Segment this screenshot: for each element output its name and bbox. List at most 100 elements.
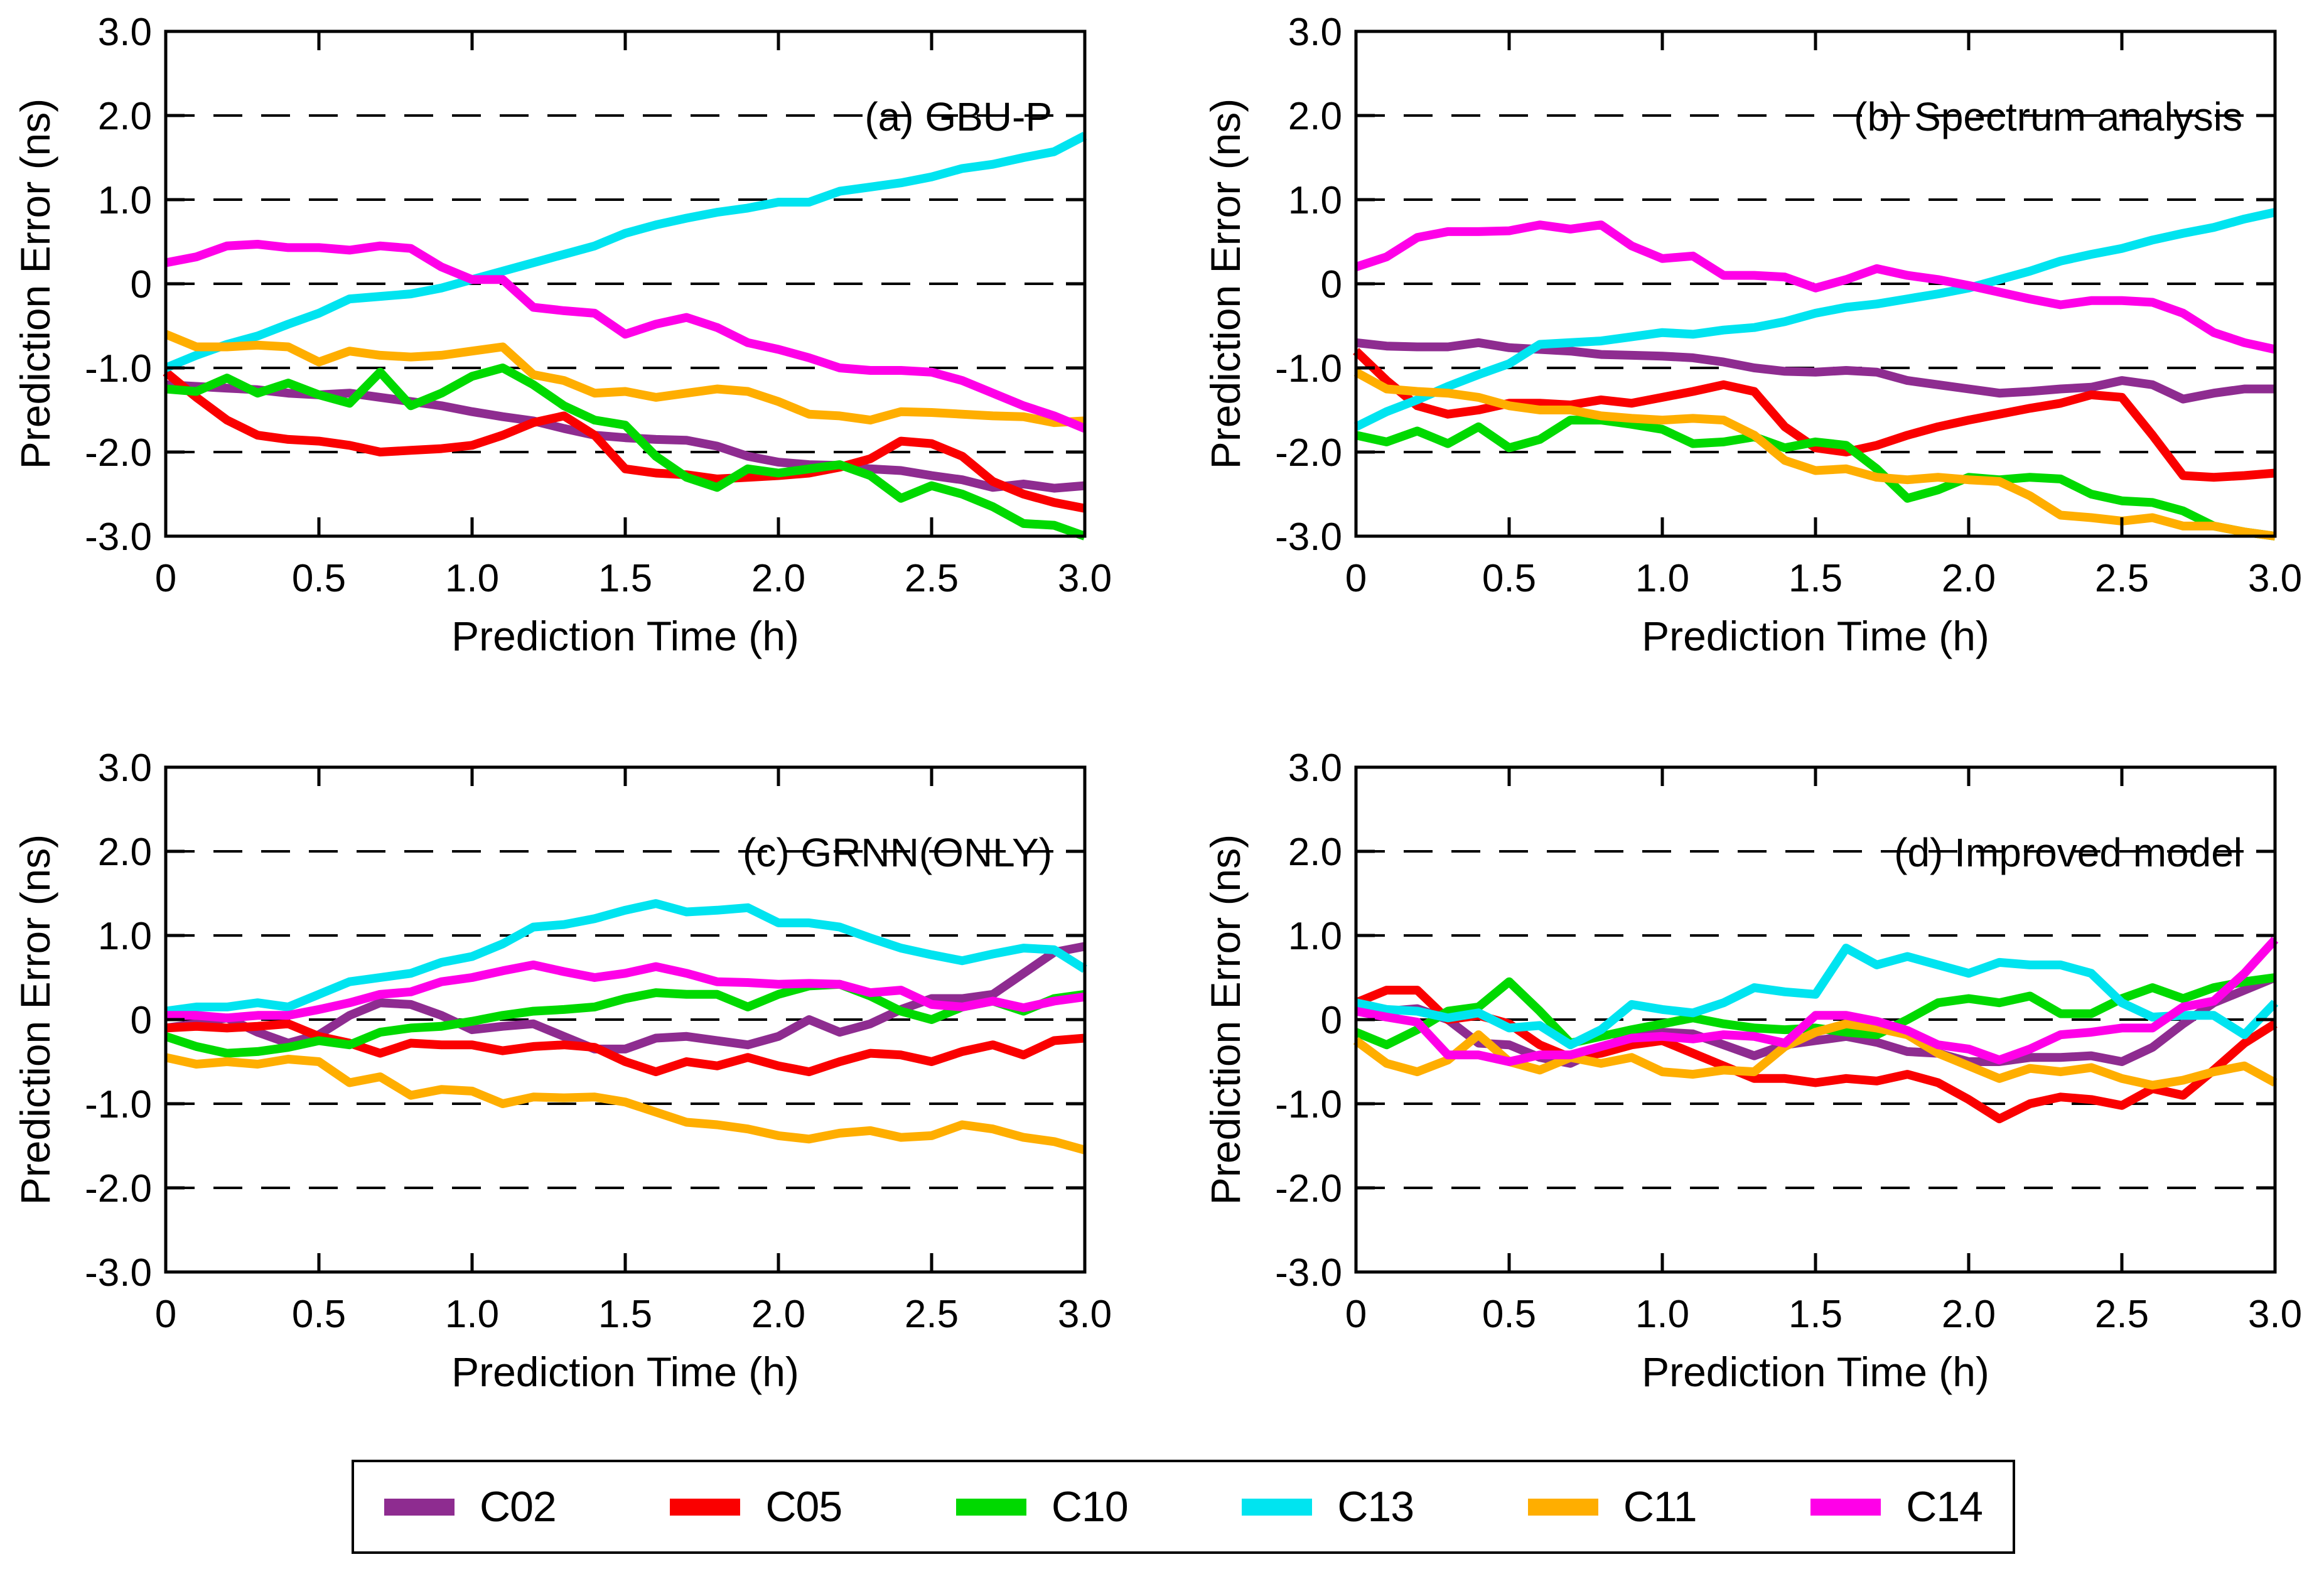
y-tick-label: 2.0 [1288,831,1342,874]
chart-canvas: 0 0.5 1.0 1.5 2.0 2.5 3.0 3.0 2.0 1.0 0 -1.0 -2.0 -3.… [1202,746,2302,1395]
x-tick-label: 1.5 [1789,1293,1843,1336]
y-axis-label: Prediction Error (ns) [12,834,58,1205]
legend-swatch-c05 [670,1498,741,1516]
y-tick-label: 0 [1321,263,1342,306]
x-tick-label: 0.5 [1482,557,1536,600]
x-tick-label: 2.5 [905,1293,959,1336]
x-tick-label: 0 [155,1293,176,1336]
y-tick-label: 1.0 [98,915,152,958]
y-tick-label: -1.0 [85,347,152,391]
legend-swatch-c13 [1242,1498,1313,1516]
series-line-c11 [1353,368,2276,541]
y-tick-label: -3.0 [85,515,152,559]
legend-label: C13 [1337,1483,1414,1531]
panel-c-grnn-only: 0 0.5 1.0 1.5 2.0 2.5 3.0 3.0 2.0 1.0 0 -1.0 -2.0 -3.… [0,736,1162,1433]
x-tick-label: 0 [1345,1293,1367,1336]
x-tick-label: 2.5 [905,557,959,600]
x-axis-label: Prediction Time (h) [451,613,799,659]
y-tick-label: 0 [1321,999,1342,1042]
series-line-c14 [164,240,1087,433]
x-tick-label: 2.5 [2095,1293,2149,1336]
legend-label: C14 [1906,1483,1983,1531]
y-tick-label: -3.0 [1275,1251,1342,1295]
x-tick-label: 0.5 [292,1293,346,1336]
x-tick-label: 0.5 [1482,1293,1536,1336]
x-tick-label: 0.5 [292,557,346,600]
x-tick-label: 2.0 [1942,557,1996,600]
series-line-c13 [164,131,1087,372]
legend-item-c11: C11 [1527,1482,1697,1531]
legend-label: C02 [480,1483,557,1531]
x-tick-label: 2.0 [1942,1293,1996,1336]
y-tick-label: -3.0 [85,1251,152,1295]
series-line-c10 [165,364,1087,541]
x-tick-label: 2.0 [751,1293,805,1336]
x-tick-label: 1.0 [445,1293,499,1336]
y-tick-label: -2.0 [85,431,152,475]
x-tick-label: 3.0 [1058,557,1112,600]
y-tick-label: 0 [131,999,152,1042]
y-tick-label: -1.0 [1275,347,1342,391]
series-line-c10 [164,979,1085,1058]
y-tick-label: -3.0 [1275,515,1342,559]
legend-item-c13: C13 [1242,1482,1414,1531]
x-tick-label: 0 [155,557,176,600]
legend: C02 C05 C10 C13 C11 C14 [352,1460,2015,1554]
y-tick-label: 3.0 [98,11,152,54]
x-tick-label: 3.0 [2248,557,2302,600]
y-tick-label: -1.0 [1275,1083,1342,1126]
x-axis-label: Prediction Time (h) [1642,613,1989,659]
y-tick-label: 3.0 [1288,11,1342,54]
legend-swatch-c10 [955,1498,1026,1516]
y-axis-label: Prediction Error (ns) [12,99,58,470]
panel-title: (d) Improved model [1894,830,2242,875]
legend-label: C11 [1623,1483,1697,1531]
y-axis-label: Prediction Error (ns) [1202,99,1249,470]
y-tick-label: 1.0 [1288,179,1342,222]
panel-a-gbu-p: 0 0.5 1.0 1.5 2.0 2.5 3.0 3.0 2.0 1.0 0 -1.0 -2.0 -3.… [0,0,1162,697]
legend-item-c05: C05 [670,1482,842,1531]
x-axis-label: Prediction Time (h) [1642,1349,1989,1395]
series-line-c13 [165,899,1087,1016]
x-tick-label: 3.0 [1058,1293,1112,1336]
y-tick-label: 3.0 [1288,746,1342,790]
chart-canvas: 0 0.5 1.0 1.5 2.0 2.5 3.0 3.0 2.0 1.0 0 -1.0 -2.0 -3.… [12,11,1112,659]
series-line-c13 [1353,208,2276,431]
x-axis-label: Prediction Time (h) [451,1349,799,1395]
y-tick-label: -2.0 [1275,431,1342,475]
x-tick-label: 1.5 [598,557,652,600]
y-tick-label: 0 [131,263,152,306]
series-line-c11 [164,1053,1086,1155]
legend-item-c14: C14 [1810,1482,1983,1531]
x-tick-label: 0 [1345,557,1367,600]
x-tick-label: 3.0 [2248,1293,2302,1336]
y-tick-label: 2.0 [98,831,152,874]
x-tick-label: 2.0 [751,557,805,600]
series-line-c10 [1355,416,2276,541]
panel-title: (b) Spectrum analysis [1854,94,2242,139]
legend-label: C10 [1051,1483,1129,1531]
y-tick-label: -2.0 [85,1167,152,1210]
panel-title: (a) GBU-P [864,94,1052,139]
y-tick-label: 2.0 [98,95,152,138]
y-tick-label: 3.0 [98,746,152,790]
series-line-c05 [163,369,1086,513]
chart-canvas: 0 0.5 1.0 1.5 2.0 2.5 3.0 3.0 2.0 1.0 0 -1.0 -2.0 -3.… [12,746,1112,1395]
y-tick-label: -1.0 [85,1083,152,1126]
panel-title: (c) GRNN(ONLY) [743,830,1052,875]
x-tick-label: 1.0 [445,557,499,600]
legend-label: C05 [765,1483,842,1531]
legend-swatch-c14 [1810,1498,1881,1516]
series-line-c11 [164,330,1085,428]
y-tick-label: 1.0 [98,179,152,222]
series-line-c02 [1356,973,2277,1068]
legend-swatch-c02 [384,1498,455,1516]
y-axis-label: Prediction Error (ns) [1202,834,1249,1205]
y-tick-label: 2.0 [1288,95,1342,138]
series-line-c14 [166,960,1085,1023]
chart-canvas: 0 0.5 1.0 1.5 2.0 2.5 3.0 3.0 2.0 1.0 0 -1.0 -2.0 -3.… [1202,11,2302,659]
panel-b-spectrum: 0 0.5 1.0 1.5 2.0 2.5 3.0 3.0 2.0 1.0 0 -1.0 -2.0 -3.… [1162,0,2324,697]
series-line-c14 [1355,936,2279,1066]
x-tick-label: 1.0 [1635,557,1689,600]
series-line-c13 [1355,944,2279,1050]
